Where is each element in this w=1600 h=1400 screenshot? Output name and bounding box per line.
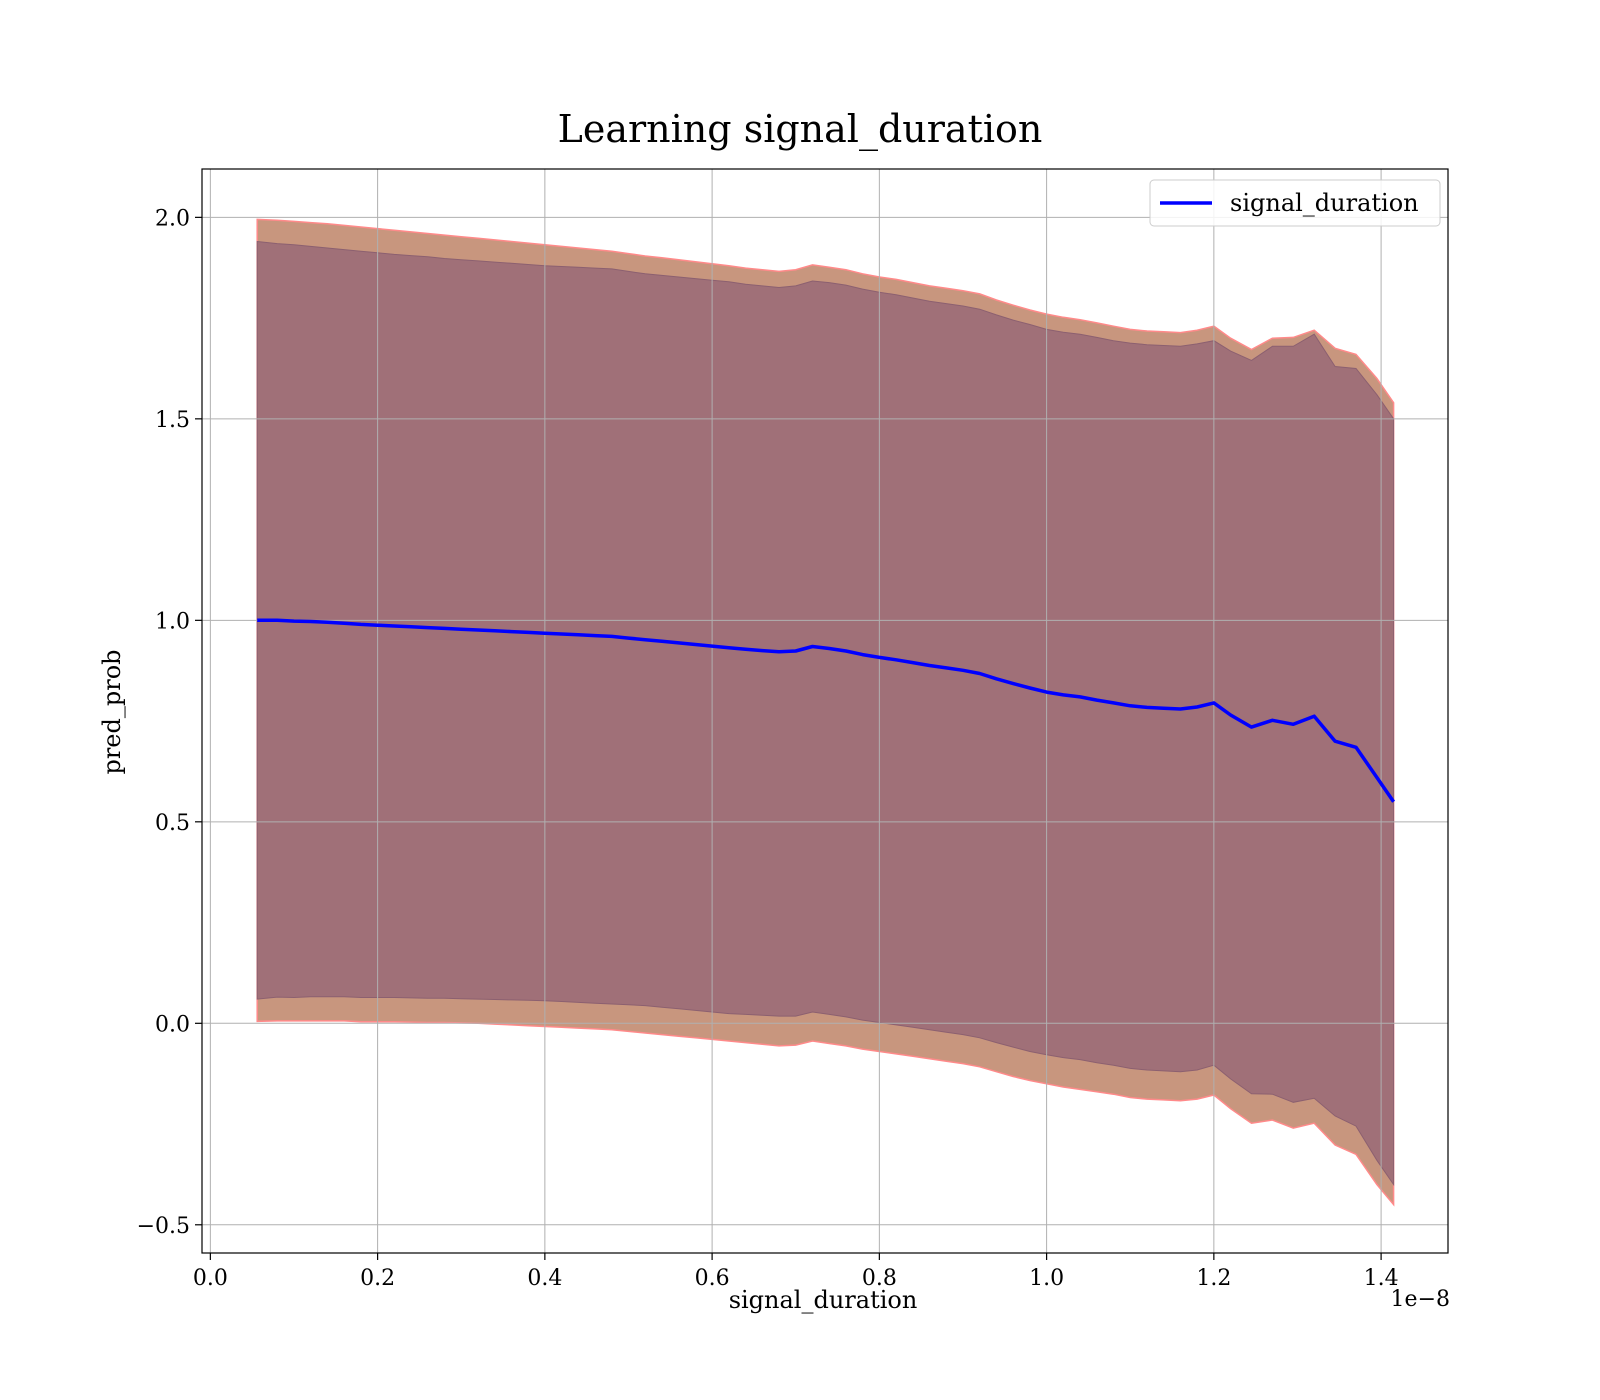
y-tick-label: 2.0	[155, 206, 190, 231]
inner-confidence-band	[256, 240, 1395, 1187]
x-tick-label: 0.0	[193, 1266, 228, 1291]
grid-lines	[202, 169, 1448, 1253]
series-lines	[257, 618, 1396, 803]
x-tick-label: 0.8	[862, 1266, 897, 1291]
plot-area	[201, 168, 1449, 1254]
x-axis-label: signal_duration	[729, 1286, 918, 1314]
x-axis-offset-text: 1e−8	[1391, 1287, 1450, 1312]
y-axis-label: pred_prob	[98, 649, 126, 774]
y-tick-label: 1.5	[155, 408, 190, 433]
series-line-signal_duration	[257, 618, 1396, 803]
x-tick-label: 1.2	[1196, 1266, 1231, 1291]
y-axis-ticks: −0.5 0.0 0.5 1.0 1.5 2.0	[137, 206, 202, 1239]
x-tick-label: 0.6	[695, 1266, 730, 1291]
x-tick-label: 1.4	[1364, 1266, 1399, 1291]
legend-label: signal_duration	[1230, 189, 1419, 217]
legend-box	[1149, 179, 1441, 227]
confidence-bands	[256, 218, 1395, 1207]
x-tick-label: 0.4	[527, 1266, 562, 1291]
y-tick-label: −0.5	[137, 1214, 190, 1239]
x-tick-label: 1.0	[1029, 1266, 1064, 1291]
x-tick-label: 0.2	[360, 1266, 395, 1291]
x-axis-ticks: 0.0 0.2 0.4 0.6 0.8 1.0 1.2 1.4	[193, 1253, 1399, 1291]
axes-frame	[201, 168, 1449, 1254]
y-tick-label: 0.5	[155, 811, 190, 836]
y-tick-label: 1.0	[155, 609, 190, 634]
legend: signal_duration	[1149, 179, 1441, 227]
chart-title: Learning signal_duration	[558, 107, 1043, 152]
y-tick-label: 0.0	[155, 1012, 190, 1037]
